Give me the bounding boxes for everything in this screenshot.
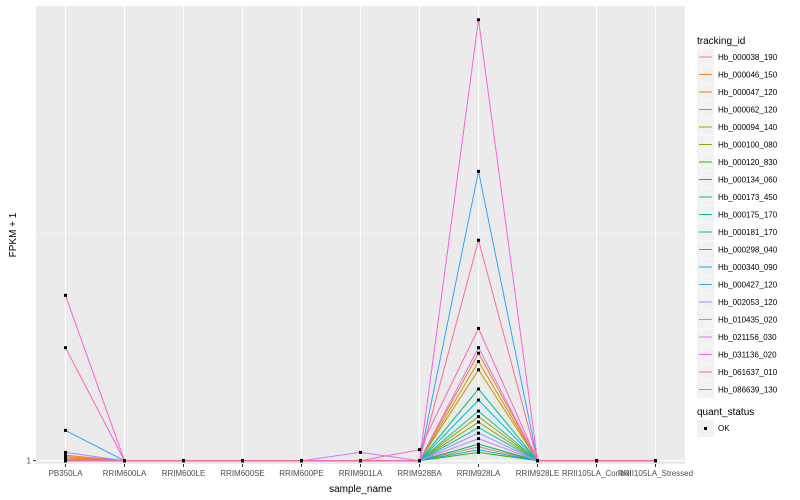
legend-label: Hb_000047_120 [718, 88, 778, 97]
data-point [595, 459, 598, 463]
data-point [477, 368, 480, 372]
data-point [64, 428, 67, 432]
data-point [477, 238, 480, 242]
legend-label: Hb_021156_030 [718, 333, 777, 342]
x-tick-label: RRIM901LA [339, 469, 383, 478]
legend-key-point [704, 427, 707, 430]
data-point [182, 459, 185, 463]
x-tick-label: RRIM928LA [457, 469, 501, 478]
legend-label: Hb_000038_190 [718, 53, 778, 62]
x-tick-label: RRIM928BA [397, 469, 442, 478]
data-point [477, 442, 480, 446]
legend-label: Hb_000134_060 [718, 176, 778, 185]
data-point [359, 459, 362, 463]
legend-label: Hb_086639_130 [718, 386, 778, 395]
data-point [64, 346, 67, 350]
legend-label: Hb_000181_170 [718, 228, 778, 237]
legend-label: Hb_000100_080 [718, 141, 778, 150]
legend-label: Hb_000046_150 [718, 71, 778, 80]
x-tick-label: RRIM600LE [162, 469, 206, 478]
x-axis-title: sample_name [329, 484, 392, 495]
legend-label: Hb_000094_140 [718, 123, 778, 132]
x-tick-label: RRIM600LA [103, 469, 147, 478]
y-tick-label: 1 [27, 457, 32, 466]
data-point [64, 459, 67, 463]
data-point [477, 409, 480, 413]
legend-tracking-id: tracking_id Hb_000038_190 Hb_000046_150 Hb… [697, 36, 778, 398]
data-point [536, 459, 539, 463]
legend-label: Hb_031136_020 [718, 351, 777, 360]
x-tick-label: RRIM600PE [279, 469, 323, 478]
data-point [241, 459, 244, 463]
data-point [477, 431, 480, 435]
legend-label: Hb_061637_010 [718, 368, 778, 377]
data-point [477, 448, 480, 452]
x-tick-label: PB350LA [49, 469, 83, 478]
data-point [477, 18, 480, 22]
legend-label: Hb_002053_120 [718, 298, 778, 307]
data-point [477, 351, 480, 355]
legend-label: Hb_000062_120 [718, 106, 778, 115]
data-point [477, 326, 480, 330]
legend-title: quant_status [697, 407, 754, 418]
data-point [64, 453, 67, 457]
y-axis-title: FPKM + 1 [8, 212, 19, 257]
data-point [477, 420, 480, 424]
data-point [477, 398, 480, 402]
axes: 1 PB350LA RRIM600LA RRIM600LE RRIM600SE RRIM6… [27, 457, 694, 478]
data-point [654, 459, 657, 463]
x-tick-label: RRII105LA_Control [562, 469, 632, 478]
data-point [477, 426, 480, 430]
data-point [359, 450, 362, 454]
data-point [123, 459, 126, 463]
data-point [64, 293, 67, 297]
x-tick-label: RRII105LA_Stressed [618, 469, 693, 478]
legend-quant-status: quant_status OK [697, 407, 754, 437]
data-point [300, 459, 303, 463]
legend-label: Hb_010435_020 [718, 316, 778, 325]
data-point [418, 448, 421, 452]
x-tick-label: RRIM928LE [516, 469, 560, 478]
legend-label: Hb_000173_450 [718, 193, 778, 202]
data-point [418, 459, 421, 463]
data-point [477, 359, 480, 363]
data-point [477, 450, 480, 454]
legend-label: Hb_000340_090 [718, 263, 778, 272]
legend-title: tracking_id [697, 36, 745, 47]
plot-panel [36, 6, 685, 464]
x-tick-label: RRIM600SE [220, 469, 264, 478]
data-point [64, 450, 67, 454]
data-point [477, 445, 480, 449]
data-point [477, 169, 480, 173]
legend-label: OK [718, 424, 730, 433]
series-points [64, 18, 657, 463]
legend-label: Hb_000120_830 [718, 158, 778, 167]
legend-label: Hb_000298_040 [718, 246, 778, 255]
legend-label: Hb_000175_170 [718, 211, 778, 220]
data-point [477, 346, 480, 350]
data-point [477, 437, 480, 441]
legend-label: Hb_000427_120 [718, 281, 778, 290]
data-point [477, 415, 480, 419]
data-point [477, 387, 480, 391]
